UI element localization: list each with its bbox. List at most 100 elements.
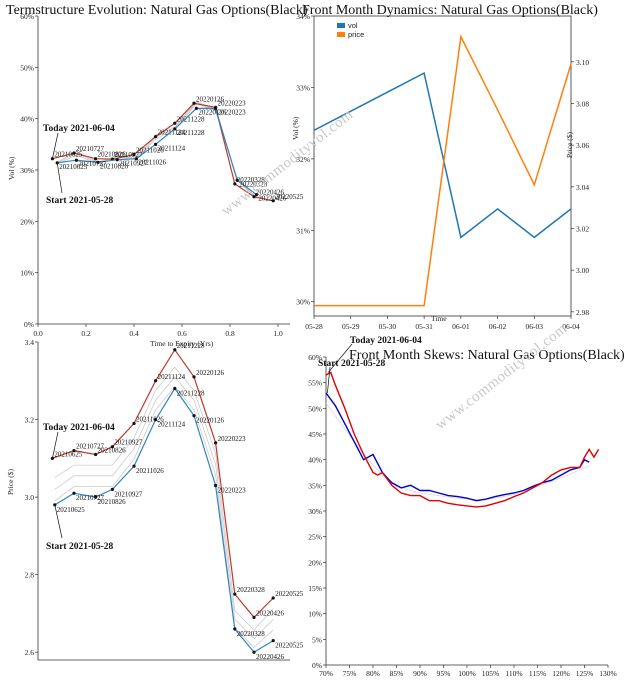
right-tick-label: 3.08 (576, 100, 589, 109)
y-tick-label: 45% (308, 430, 322, 439)
x-tick-label: 105% (482, 669, 500, 678)
today-vol-point (72, 151, 76, 155)
x-tick-label: 0.2 (81, 329, 91, 338)
dynamics-title: Front Month Dynamics: Natural Gas Option… (302, 3, 598, 18)
start-expiry-label: 20211026 (138, 159, 166, 167)
x-tick-label: 05-30 (379, 322, 397, 331)
today-vol-point (154, 135, 158, 139)
legend-swatch-price (337, 32, 345, 37)
today-expiry-label: 20211228 (177, 115, 205, 123)
y-tick-label: 40% (308, 456, 322, 465)
history-curve (54, 376, 274, 640)
today-expiry-label: 20211228 (177, 342, 205, 350)
today-expiry-label: 20211026 (136, 147, 164, 155)
start-expiry-label: 20220328 (237, 630, 265, 638)
termstructure-xlabel: Time to Expiry (Yrs) (150, 339, 214, 348)
start-pointer (54, 504, 63, 539)
today-price-point (110, 445, 114, 449)
start-vol-point (55, 161, 59, 165)
start-expiry-label: 20220426 (256, 653, 285, 661)
today-expiry-label: 20220328 (237, 176, 265, 184)
x-tick-label: 70% (319, 669, 333, 678)
today-vol-point (173, 121, 177, 125)
left-tick-label: 34% (296, 12, 310, 21)
today-pointer (52, 431, 59, 459)
right-tick-label: 2.98 (576, 308, 589, 317)
y-tick-label: 3.4 (25, 338, 35, 347)
x-tick-label: 110% (505, 669, 522, 678)
y-tick-label: 2.6 (25, 648, 35, 657)
today-price-point (72, 448, 76, 453)
today-expiry-label: 20211124 (158, 373, 186, 381)
start-expiry-label: 20220126 (196, 417, 225, 425)
today-expiry-label: 20220126 (196, 95, 225, 103)
today-vol-point (94, 157, 98, 161)
start-vol-point (115, 158, 119, 162)
start-price-point (271, 639, 275, 643)
y-tick-label: 20% (20, 217, 34, 226)
start-expiry-label: 20220223 (218, 108, 247, 116)
start-vol-point (254, 193, 258, 197)
today-price-point (233, 592, 237, 596)
start-price-point (72, 491, 76, 495)
y-tick-label: 20% (308, 558, 322, 567)
today-price-point (173, 348, 177, 352)
x-tick-label: 0.8 (225, 329, 235, 338)
x-tick-label: 06-04 (562, 322, 580, 331)
y-tick-label: 10% (308, 610, 322, 619)
start-vol-point (74, 158, 78, 162)
start-expiry-label: 20211026 (136, 467, 164, 475)
start-annotation: Start 2021-05-28 (318, 359, 386, 369)
right-tick-label: 3.06 (576, 141, 589, 150)
start-price-point (110, 487, 114, 491)
today-skew-curve (325, 371, 600, 508)
today-expiry-label: 20220126 (196, 369, 225, 377)
today-annotation: Today 2021-06-04 (43, 423, 115, 433)
left-tick-label: 33% (296, 83, 310, 92)
start-vol-point (96, 160, 100, 164)
today-pointer (52, 132, 59, 159)
vol-series-line (313, 71, 572, 239)
y-tick-label: 10% (20, 269, 34, 278)
y-tick-label: 0% (24, 320, 34, 329)
today-expiry-label: 20220426 (256, 189, 285, 197)
termstructure-ylabel: Vol (%) (7, 156, 16, 180)
x-tick-label: 0.4 (129, 329, 139, 338)
legend-swatch-vol (337, 23, 345, 28)
right-tick-label: 3.04 (576, 183, 589, 192)
today-expiry-label: 20211124 (158, 129, 186, 137)
today-price-point (154, 379, 158, 383)
start-price-point (252, 650, 256, 654)
y-tick-label: 40% (20, 115, 34, 124)
y-tick-label: 55% (308, 379, 322, 388)
y-tick-label: 60% (20, 12, 34, 21)
today-expiry-label: 20220223 (218, 99, 247, 107)
y-tick-label: 5% (312, 635, 322, 644)
start-vol-point (194, 106, 198, 110)
x-tick-label: 0.6 (177, 329, 187, 338)
x-tick-label: 120% (552, 669, 570, 678)
x-tick-label: 130% (599, 669, 617, 678)
today-vol-point (252, 195, 256, 199)
today-expiry-label: 20220223 (218, 435, 247, 443)
today-price-point (271, 596, 275, 600)
x-tick-label: 1.0 (273, 329, 283, 338)
start-expiry-label: 20210826 (100, 162, 129, 170)
dynamics-xlabel: Time (431, 314, 447, 323)
today-annotation: Today 2021-06-04 (43, 124, 115, 134)
y-tick-label: 50% (308, 404, 322, 413)
start-expiry-label: 20210727 (76, 494, 105, 502)
start-price-point (173, 386, 177, 391)
today-expiry-label: 20220525 (275, 193, 304, 201)
today-vol-point (271, 199, 275, 203)
start-expiry-label: 20210727 (78, 160, 107, 168)
history-curve (54, 385, 274, 648)
start-annotation: Start 2021-05-28 (46, 542, 114, 552)
x-tick-label: 06-03 (526, 322, 544, 331)
today-annotation: Today 2021-06-04 (350, 336, 422, 346)
x-tick-label: 80% (366, 669, 380, 678)
watermarks: www.commodityvol.com www.commodityvol.co… (219, 107, 571, 434)
price-series-line (314, 34, 572, 307)
today-price-curve (52, 348, 274, 619)
